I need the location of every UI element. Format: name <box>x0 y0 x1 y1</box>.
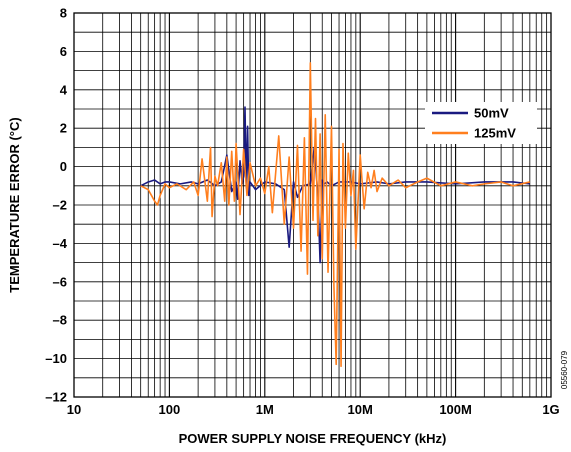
series-line-125mv <box>140 62 531 368</box>
series-layer <box>140 62 531 368</box>
figure-id: 05560-079 <box>560 350 569 389</box>
y-tick-label: 0 <box>60 159 67 174</box>
x-tick-label: 1G <box>542 402 559 417</box>
y-tick-label: –4 <box>53 236 68 251</box>
x-tick-label: 1M <box>256 402 274 417</box>
tick-labels: 10 100 1M 10M 100M 1G –12 –10 –8 –6 –4 –2 0 2 4 6 8 <box>45 6 559 418</box>
legend-box <box>425 102 537 144</box>
y-tick-label: –2 <box>53 198 67 213</box>
y-tick-label: –6 <box>53 274 67 289</box>
y-tick-label: 6 <box>60 44 67 59</box>
y-tick-label: –8 <box>53 313 67 328</box>
plot-frame <box>73 12 552 398</box>
x-tick-label: 100 <box>159 402 181 417</box>
x-tick-label: 10M <box>348 402 373 417</box>
gridlines <box>74 13 551 397</box>
x-axis-label: POWER SUPPLY NOISE FREQUENCY (kHz) <box>179 431 447 446</box>
y-tick-label: 4 <box>60 82 68 97</box>
x-tick-label: 10 <box>67 402 81 417</box>
legend: 50mV 125mV <box>425 102 537 144</box>
y-axis-label: TEMPERATURE ERROR (°C) <box>7 117 22 292</box>
y-tick-label: 2 <box>60 121 67 136</box>
y-tick-label: 8 <box>60 6 67 21</box>
y-tick-label: –12 <box>45 390 67 405</box>
legend-label-50mv: 50mV <box>474 106 509 121</box>
y-tick-label: –10 <box>45 351 67 366</box>
legend-label-125mv: 125mV <box>474 126 516 141</box>
x-tick-label: 100M <box>439 402 472 417</box>
series-line-50mv <box>140 106 530 264</box>
